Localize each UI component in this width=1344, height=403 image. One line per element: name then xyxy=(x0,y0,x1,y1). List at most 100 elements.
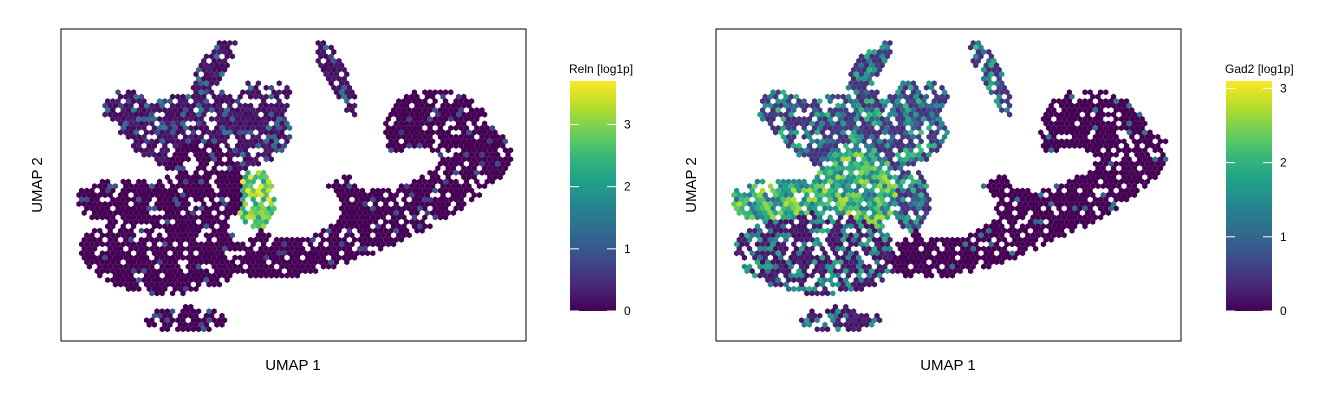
gad2-hex-1453 xyxy=(996,227,1002,234)
gad2-hex-741 xyxy=(887,156,893,163)
gad2-hex-52 xyxy=(981,66,987,73)
reln-hex-1665 xyxy=(214,250,220,257)
reln-hex-1755 xyxy=(172,259,178,266)
reln-hex-666 xyxy=(474,142,480,149)
reln-hex-1471 xyxy=(193,232,199,239)
gad2-hex-742 xyxy=(897,156,903,163)
gad2-hex-695 xyxy=(806,151,812,158)
reln-hex-1074 xyxy=(378,192,384,199)
gad2-hex-1011 xyxy=(1040,187,1046,194)
gad2-hex-750 xyxy=(1121,156,1127,163)
reln-hex-1531 xyxy=(326,236,332,243)
reln-hex-5 xyxy=(320,40,326,46)
gad2-hex-650 xyxy=(1124,142,1130,149)
gad2-hex-755 xyxy=(1152,156,1158,163)
gad2-hex-1360 xyxy=(866,218,872,225)
gad2-hex-1949 xyxy=(827,312,833,319)
reln-hex-1570 xyxy=(229,241,235,248)
gad2-hex-790 xyxy=(830,165,836,172)
reln-hex-203 xyxy=(138,102,144,109)
reln-hex-1360 xyxy=(222,218,228,225)
gad2-hex-319 xyxy=(923,111,929,118)
reln-hex-743 xyxy=(159,156,165,163)
gad2-hex-1488 xyxy=(879,232,885,239)
gad2-hex-1041 xyxy=(845,192,851,199)
reln-hex-981 xyxy=(131,187,137,194)
reln-hex-943 xyxy=(222,183,228,190)
reln-hex-339 xyxy=(461,111,467,118)
reln-hex-961 xyxy=(414,183,420,190)
reln-hex-249 xyxy=(141,107,147,114)
gad2-hex-1169 xyxy=(903,201,909,207)
reln-hex-1557 xyxy=(141,241,147,248)
gad2-hex-1441 xyxy=(835,227,841,234)
reln-hex-1060 xyxy=(237,192,243,199)
reln-hex-1283 xyxy=(388,209,394,216)
reln-hex-1880 xyxy=(206,272,212,279)
reln-hex-1561 xyxy=(177,241,183,248)
reln-hex-1105 xyxy=(183,196,189,203)
gad2-hex-1421 xyxy=(1061,223,1067,230)
gad2-hex-1508 xyxy=(1061,232,1067,239)
gad2-hex-370 xyxy=(1040,116,1046,122)
gad2-hex-1145 xyxy=(767,201,773,207)
gad2-hex-1792 xyxy=(804,263,810,270)
reln-hex-302 xyxy=(138,111,144,118)
reln-hex-245 xyxy=(120,107,126,114)
reln-hex-1191 xyxy=(94,205,100,212)
reln-hex-679 xyxy=(180,147,186,154)
gad2-hex-586 xyxy=(929,138,935,145)
gad2-hex-1445 xyxy=(871,227,877,234)
gad2-hex-1446 xyxy=(877,227,883,234)
reln-hex-1833 xyxy=(141,268,147,275)
reln-hex-1988 xyxy=(216,317,222,324)
reln-hex-1787 xyxy=(107,263,113,270)
reln-hex-1930 xyxy=(180,281,186,288)
gad2-hex-1117 xyxy=(1009,196,1015,203)
reln-hex-1005 xyxy=(266,187,272,194)
reln-hex-1800 xyxy=(185,263,191,270)
gad2-hex-302 xyxy=(825,111,831,118)
gad2-hex-1639 xyxy=(975,245,981,252)
gad2-hex-1296 xyxy=(749,214,755,221)
reln-hex-850 xyxy=(495,169,501,176)
gad2-hex-265 xyxy=(879,107,885,114)
gad2-hex-629 xyxy=(905,142,911,149)
gad2-hex-108 xyxy=(874,89,880,96)
reln-hex-198 xyxy=(107,102,113,109)
reln-hex-1853 xyxy=(255,268,261,275)
gad2-hex-1635 xyxy=(949,245,955,252)
gad2-hex-191 xyxy=(1066,98,1072,105)
gad2-hex-1919 xyxy=(786,285,792,292)
reln-hex-636 xyxy=(203,142,209,149)
reln-plot-frame xyxy=(60,28,527,342)
reln-hex-1118 xyxy=(344,196,350,203)
reln-hex-793 xyxy=(453,160,459,167)
gad2-hex-1124 xyxy=(1046,196,1052,203)
gad2-hex-804 xyxy=(1100,165,1106,172)
gad2-hex-182 xyxy=(931,98,937,105)
reln-hex-1410 xyxy=(380,223,386,230)
gad2-hex-118 xyxy=(1004,89,1010,96)
gad2-hex-41 xyxy=(879,62,885,69)
reln-hex-1734 xyxy=(331,254,337,261)
gad2-hex-1215 xyxy=(853,205,859,212)
gad2-hex-993 xyxy=(864,187,870,194)
gad2-hex-1481 xyxy=(838,232,844,239)
gad2-hex-45 xyxy=(994,62,1000,69)
gad2-hex-133 xyxy=(840,93,846,100)
reln-hex-1512 xyxy=(185,236,191,243)
reln-hex-262 xyxy=(214,107,220,114)
gad2-hex-770 xyxy=(895,160,901,167)
gad2-hex-357 xyxy=(869,116,875,122)
reln-hex-1831 xyxy=(131,268,137,275)
reln-hex-1913 xyxy=(198,277,204,283)
gad2-hex-42 xyxy=(973,62,979,69)
gad2-hex-1224 xyxy=(910,205,916,212)
reln-hex-458 xyxy=(245,125,251,131)
gad2-hex-566 xyxy=(788,138,794,145)
reln-hex-338 xyxy=(456,111,462,118)
reln-hex-747 xyxy=(180,156,186,163)
reln-hex-569 xyxy=(453,133,459,140)
